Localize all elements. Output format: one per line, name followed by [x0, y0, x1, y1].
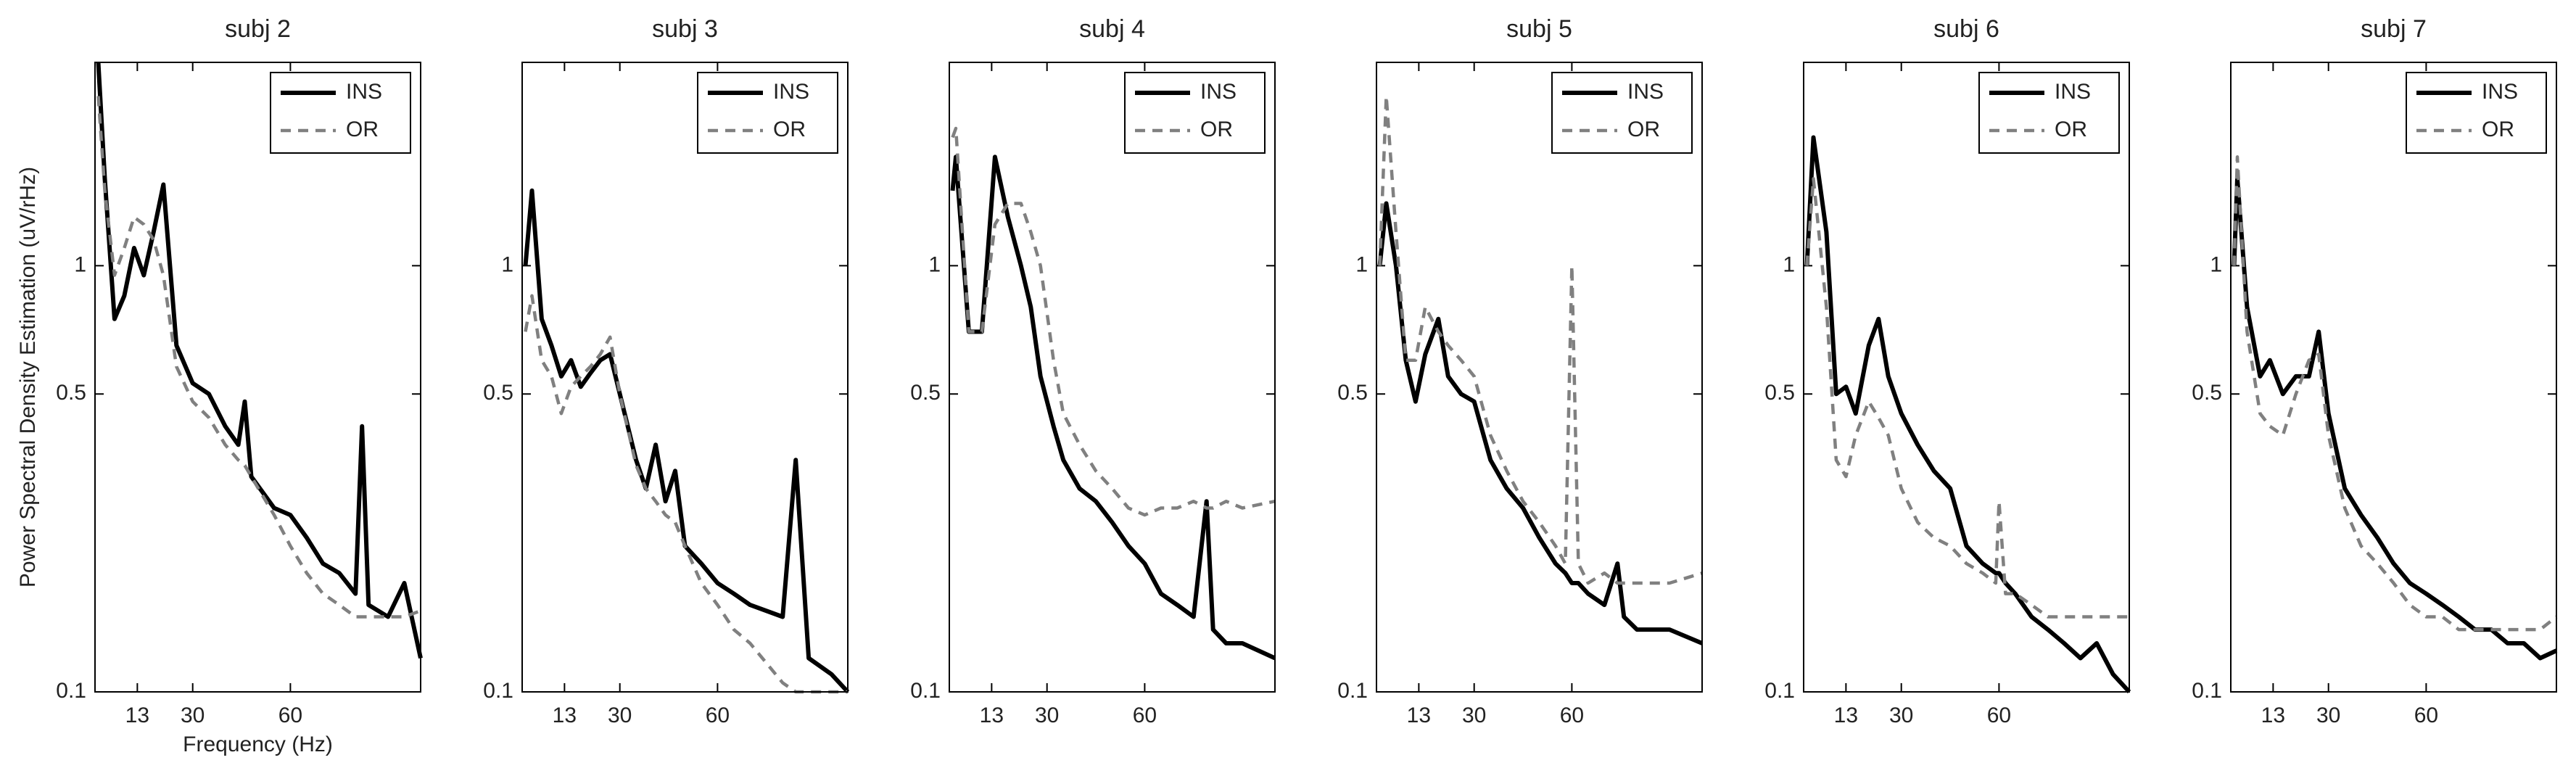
- panel-title: subj 5: [1506, 15, 1572, 43]
- y-tick-label: 0.1: [56, 679, 86, 703]
- y-tick-label: 0.1: [483, 679, 513, 703]
- series-line: [1805, 177, 2129, 619]
- legend-label: INS: [2055, 80, 2091, 104]
- x-tick-label: 60: [1133, 703, 1157, 727]
- y-tick-label: 1: [2210, 252, 2222, 276]
- x-tick-label: 60: [1560, 703, 1584, 727]
- y-tick-label: 0.1: [1764, 679, 1795, 703]
- legend-box: [1124, 72, 1266, 154]
- legend-label: INS: [346, 80, 382, 104]
- y-tick-label: 0.5: [910, 381, 941, 405]
- legend-label: INS: [2482, 80, 2518, 104]
- y-tick-label: 0.1: [2192, 679, 2222, 703]
- legend-box: [270, 72, 411, 154]
- y-tick-label: 1: [501, 252, 513, 276]
- legend-label: INS: [1627, 80, 1664, 104]
- y-tick-label: 0.5: [2192, 381, 2222, 405]
- series-line: [2232, 176, 2558, 661]
- x-tick-label: 60: [278, 703, 302, 727]
- series-line: [523, 188, 850, 694]
- x-tick-label: 30: [1035, 703, 1059, 727]
- series-line: [2232, 155, 2558, 632]
- legend-label: OR: [1627, 117, 1660, 141]
- plot-area: [1376, 62, 1702, 692]
- x-tick-label: 13: [2261, 703, 2285, 727]
- legend-box: [1978, 72, 2120, 154]
- legend-label: OR: [2482, 117, 2514, 141]
- axes-frame: [949, 62, 1276, 693]
- series-line: [1377, 201, 1704, 645]
- series-line: [1378, 94, 1703, 585]
- y-axis-label: Power Spectral Density Estimation (uV/rH…: [16, 167, 40, 587]
- x-tick-label: 30: [2316, 703, 2340, 727]
- legend-label: INS: [773, 80, 809, 104]
- x-tick-label: 13: [1407, 703, 1431, 727]
- x-tick-label: 60: [1987, 703, 2011, 727]
- x-tick-label: 30: [1889, 703, 1913, 727]
- plot-area: [1804, 62, 2129, 692]
- y-tick-label: 0.5: [1337, 381, 1368, 405]
- panel-title: subj 7: [2361, 15, 2427, 43]
- series-line: [524, 294, 848, 694]
- y-tick-label: 1: [1355, 252, 1368, 276]
- legend-label: OR: [773, 117, 806, 141]
- y-tick-label: 0.5: [483, 381, 513, 405]
- panel-title: subj 4: [1079, 15, 1145, 43]
- axes-frame: [2230, 62, 2557, 693]
- plot-area: [95, 62, 421, 692]
- plot-area: [522, 62, 848, 692]
- x-tick-label: 13: [553, 703, 577, 727]
- series-line: [96, 62, 423, 659]
- legend-label: INS: [1200, 80, 1237, 104]
- y-tick-label: 0.1: [1337, 679, 1368, 703]
- axes-frame: [1803, 62, 2130, 693]
- axes-frame: [1376, 62, 1703, 693]
- series-line: [96, 96, 421, 619]
- y-tick-label: 1: [74, 252, 86, 276]
- x-tick-label: 60: [2414, 703, 2438, 727]
- legend-label: OR: [346, 117, 379, 141]
- legend-label: OR: [1200, 117, 1233, 141]
- series-line: [951, 126, 1276, 517]
- axes-frame: [521, 62, 849, 693]
- y-tick-label: 0.5: [56, 381, 86, 405]
- series-line: [950, 154, 1276, 661]
- legend-box: [697, 72, 838, 154]
- panel-title: subj 2: [225, 15, 291, 43]
- y-tick-label: 0.1: [910, 679, 941, 703]
- x-tick-label: 60: [706, 703, 730, 727]
- y-tick-label: 0.5: [1764, 381, 1795, 405]
- y-tick-label: 1: [928, 252, 941, 276]
- legend-label: OR: [2055, 117, 2087, 141]
- series-line: [1804, 135, 2131, 694]
- plot-area: [949, 62, 1275, 692]
- x-tick-label: 13: [125, 703, 149, 727]
- y-tick-label: 1: [1783, 252, 1795, 276]
- plot-area: [2231, 62, 2556, 692]
- x-tick-label: 13: [980, 703, 1004, 727]
- panel-title: subj 3: [652, 15, 718, 43]
- x-tick-label: 30: [181, 703, 205, 727]
- x-tick-label: 13: [1834, 703, 1858, 727]
- x-tick-label: 30: [608, 703, 632, 727]
- x-axis-label: Frequency (Hz): [183, 732, 333, 756]
- legend-box: [1551, 72, 1693, 154]
- x-tick-label: 30: [1462, 703, 1486, 727]
- panel-title: subj 6: [1933, 15, 1999, 43]
- legend-box: [2406, 72, 2547, 154]
- axes-frame: [94, 62, 421, 693]
